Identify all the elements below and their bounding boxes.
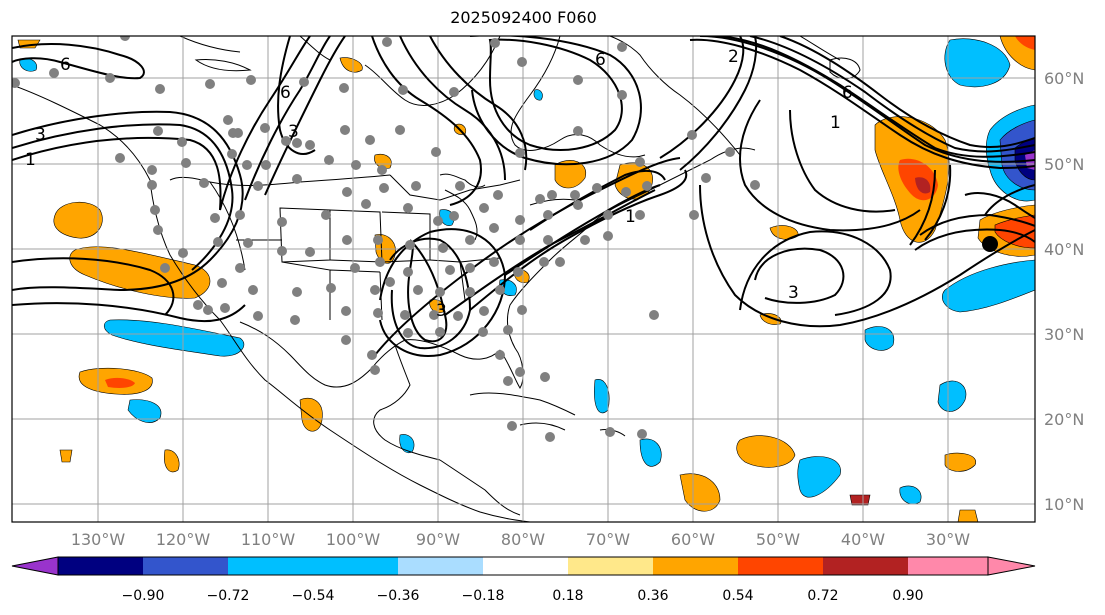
colorbar-segment [11,556,59,576]
colorbar-segment [313,557,398,575]
lon-tick-label: 110°W [241,530,296,549]
colorbar-segment [143,557,228,575]
colorbar-segment [483,557,568,575]
lat-tick-label: 60°N [1044,69,1084,88]
contour-lines [12,36,1035,357]
contour-label: 1 [830,113,841,133]
colorbar-segment [228,557,313,575]
lon-tick-label: 30°W [926,530,970,549]
lon-tick-label: 40°W [841,530,885,549]
colorbar-segment [58,557,143,575]
lon-tick-label: 100°W [326,530,381,549]
lat-tick-label: 10°N [1044,495,1084,514]
colorbar-label: 0.72 [807,588,838,604]
contour-label: 6 [60,55,71,75]
longitude-labels: 130°W 120°W 110°W 100°W 90°W 80°W 70°W 6… [71,530,970,549]
lon-tick-label: 120°W [156,530,211,549]
lon-tick-label: 70°W [586,530,630,549]
colorbar-segment [987,556,1036,576]
colorbar-segment [823,557,908,575]
contour-label: 2 [728,47,739,67]
colorbar-label: 0.54 [722,588,753,604]
colorbar-label: −0.72 [207,588,250,604]
lat-tick-label: 40°N [1044,240,1084,259]
lon-tick-label: 80°W [501,530,545,549]
colorbar-segment [398,557,483,575]
contour-label: 6 [595,50,606,70]
colorbar-label: −0.36 [377,588,420,604]
lat-tick-label: 20°N [1044,410,1084,429]
contour-label: 1 [625,207,636,227]
storm-center-marker [982,236,998,252]
lon-tick-label: 130°W [71,530,126,549]
station-dots [12,36,760,442]
lon-tick-label: 90°W [416,530,460,549]
colorbar-label: −0.90 [122,588,165,604]
colorbar-label: −0.18 [462,588,505,604]
colorbar-segment [653,557,738,575]
land-outlines [12,36,861,522]
contour-label: 6 [842,83,853,103]
colorbar-segment [568,557,653,575]
map-frame [11,35,1036,523]
colorbar-label: 0.18 [552,588,583,604]
colorbar [11,556,1036,576]
contour-label: 3 [35,125,46,145]
colorbar-label: −0.54 [292,588,335,604]
contour-labels: 6 6 3 1 3 6 2 1 6 3 3 1 [25,47,853,321]
latitude-labels: 60°N 50°N 40°N 30°N 20°N 10°N [1044,69,1084,514]
lon-tick-label: 60°W [671,530,715,549]
lon-tick-label: 50°W [756,530,800,549]
colorbar-frame [57,556,989,576]
colorbar-labels: −0.90 −0.72 −0.54 −0.36 −0.18 0.18 0.36 … [122,588,924,604]
colorbar-label: 0.90 [892,588,923,604]
colorbar-segment [908,557,988,575]
lat-tick-label: 50°N [1044,155,1084,174]
grid-lines [12,36,1035,522]
contour-label: 3 [788,283,799,303]
colorbar-segment [738,557,823,575]
contour-label: 3 [436,301,447,321]
lat-tick-label: 30°N [1044,325,1084,344]
contour-label: 1 [25,150,36,170]
colorbar-label: 0.36 [637,588,668,604]
contour-label: 6 [280,83,291,103]
contour-label: 3 [288,122,299,142]
map-title: 2025092400 F060 [450,8,597,27]
